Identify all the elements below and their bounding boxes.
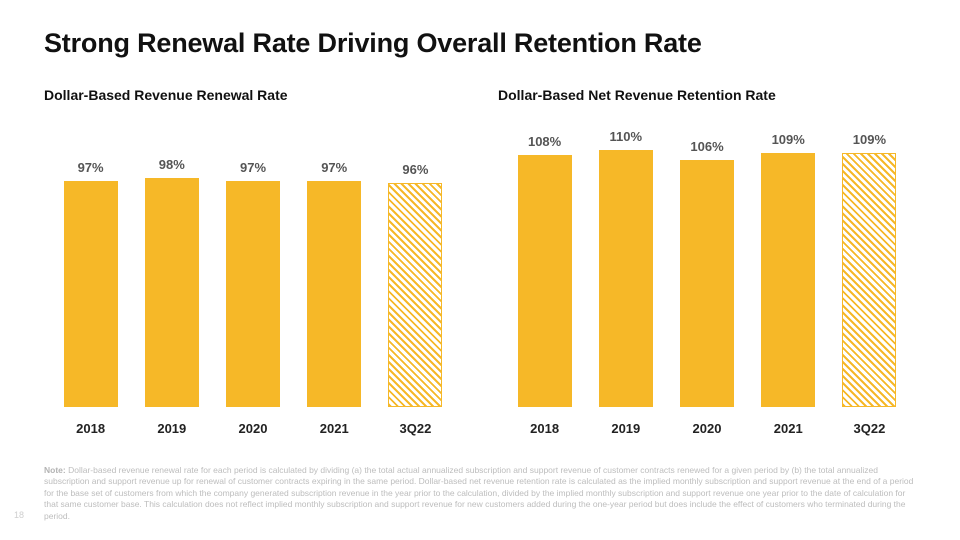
footnote: Note: Dollar-based revenue renewal rate … [44, 465, 916, 522]
bar-rect [388, 183, 442, 407]
x-category: 3Q22 [375, 421, 456, 436]
bar-rect [307, 181, 361, 407]
chart-retention-rate: Dollar-Based Net Revenue Retention Rate … [498, 87, 916, 436]
bar-value-label: 108% [528, 134, 561, 149]
bar: 96% [375, 162, 456, 407]
bar-rect [680, 160, 734, 407]
bar-value-label: 97% [240, 160, 266, 175]
bar-rect [599, 150, 653, 407]
bar: 109% [748, 132, 829, 407]
bar-value-label: 109% [853, 132, 886, 147]
chart-renewal-rate: Dollar-Based Revenue Renewal Rate 97% 98%… [44, 87, 462, 436]
bar: 109% [829, 132, 910, 407]
x-category: 2019 [131, 421, 212, 436]
charts-row: Dollar-Based Revenue Renewal Rate 97% 98%… [44, 87, 916, 436]
bar: 108% [504, 134, 585, 407]
footnote-label: Note: [44, 465, 66, 475]
bar-value-label: 106% [690, 139, 723, 154]
page-number: 18 [14, 510, 24, 520]
bar: 97% [294, 160, 375, 407]
x-category: 2020 [212, 421, 293, 436]
page-title: Strong Renewal Rate Driving Overall Rete… [44, 28, 916, 59]
bar-value-label: 109% [772, 132, 805, 147]
chart-xaxis: 20182019202020213Q22 [498, 421, 916, 436]
chart-title: Dollar-Based Net Revenue Retention Rate [498, 87, 916, 103]
bar: 97% [50, 160, 131, 407]
x-category: 2018 [504, 421, 585, 436]
bar-rect [842, 153, 896, 407]
bar-value-label: 97% [321, 160, 347, 175]
bar: 110% [585, 129, 666, 407]
x-category: 2021 [748, 421, 829, 436]
bar-rect [226, 181, 280, 407]
bar-value-label: 98% [159, 157, 185, 172]
bar: 106% [666, 139, 747, 407]
chart-plot: 97% 98% 97% 97% 96% [44, 127, 462, 407]
bar-value-label: 97% [78, 160, 104, 175]
bar-rect [518, 155, 572, 407]
chart-xaxis: 20182019202020213Q22 [44, 421, 462, 436]
bar: 97% [212, 160, 293, 407]
bar-rect [64, 181, 118, 407]
x-category: 2020 [666, 421, 747, 436]
chart-plot: 108% 110% 106% 109% 109% [498, 127, 916, 407]
x-category: 2021 [294, 421, 375, 436]
bar-value-label: 96% [402, 162, 428, 177]
slide: Strong Renewal Rate Driving Overall Rete… [0, 0, 960, 540]
bar-rect [761, 153, 815, 407]
bar: 98% [131, 157, 212, 407]
x-category: 2019 [585, 421, 666, 436]
chart-title: Dollar-Based Revenue Renewal Rate [44, 87, 462, 103]
x-category: 3Q22 [829, 421, 910, 436]
bar-rect [145, 178, 199, 407]
bar-value-label: 110% [610, 129, 643, 144]
footnote-text: Dollar-based revenue renewal rate for ea… [44, 465, 913, 521]
x-category: 2018 [50, 421, 131, 436]
